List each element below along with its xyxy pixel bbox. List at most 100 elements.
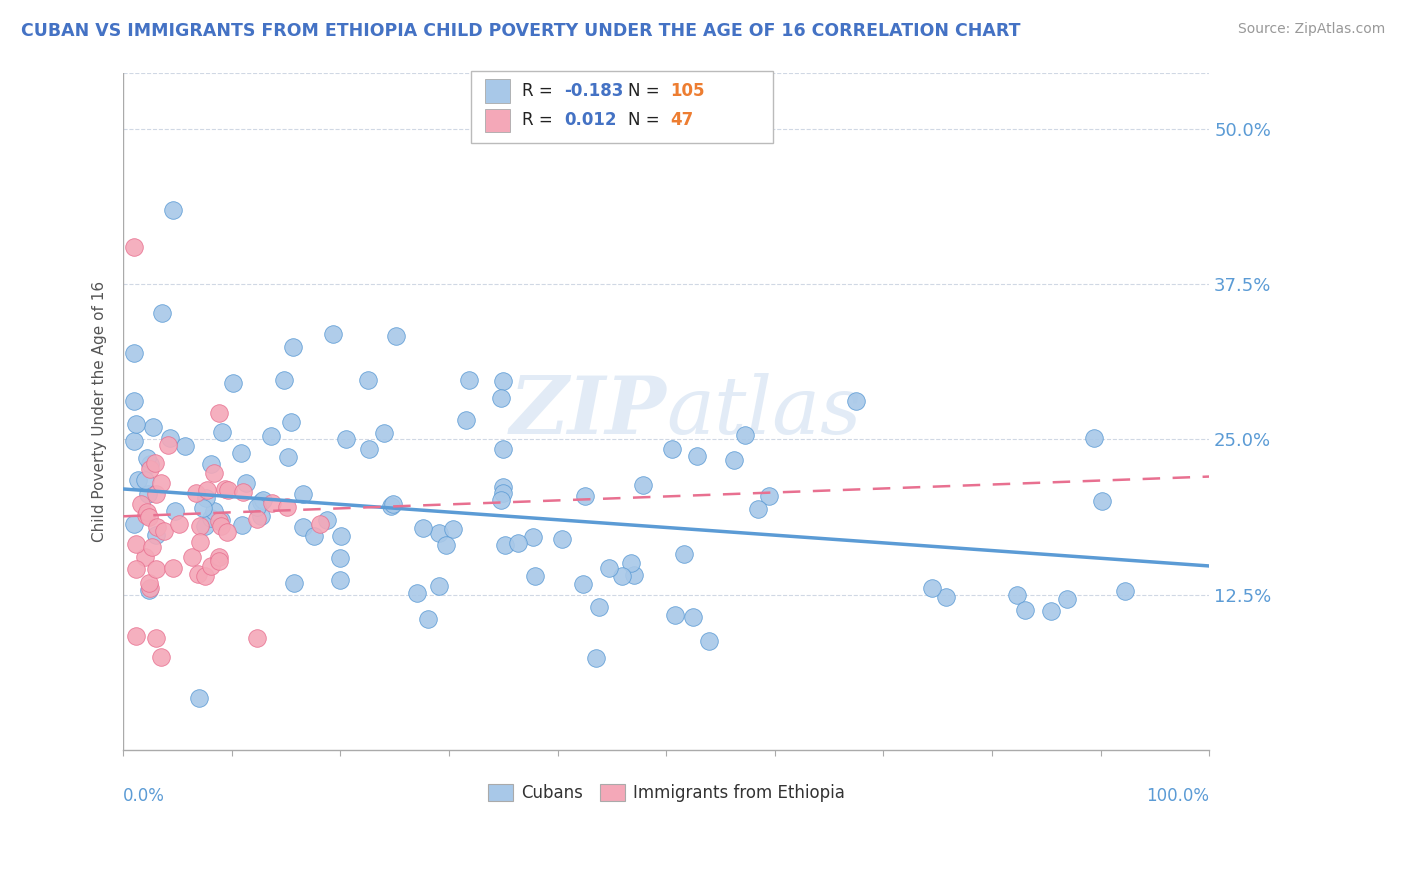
Point bbox=[122, 517, 145, 532]
Point bbox=[574, 489, 596, 503]
Point bbox=[184, 485, 207, 500]
Point bbox=[193, 501, 215, 516]
Y-axis label: Child Poverty Under the Age of 16: Child Poverty Under the Age of 16 bbox=[93, 281, 107, 542]
Point bbox=[631, 478, 654, 492]
Point bbox=[150, 649, 173, 664]
Point bbox=[188, 519, 211, 533]
Point bbox=[585, 650, 607, 665]
Point bbox=[359, 442, 381, 457]
Point bbox=[1056, 592, 1078, 607]
Point bbox=[174, 439, 197, 453]
Point bbox=[723, 453, 745, 467]
Point bbox=[122, 346, 145, 360]
Point bbox=[136, 486, 159, 500]
Point bbox=[245, 512, 267, 526]
Point bbox=[588, 600, 610, 615]
Point bbox=[623, 568, 645, 582]
Point bbox=[217, 483, 239, 497]
Point bbox=[187, 690, 209, 705]
Point bbox=[127, 473, 149, 487]
Point bbox=[610, 568, 633, 582]
Point bbox=[758, 489, 780, 503]
Point bbox=[143, 457, 166, 471]
Point bbox=[935, 590, 957, 604]
Point bbox=[418, 612, 440, 626]
Point bbox=[125, 561, 148, 575]
Point bbox=[734, 428, 756, 442]
Point bbox=[1005, 588, 1028, 602]
Point bbox=[381, 497, 404, 511]
Point bbox=[215, 525, 238, 540]
Point bbox=[522, 530, 544, 544]
Point bbox=[283, 575, 305, 590]
Point bbox=[163, 504, 186, 518]
Point bbox=[202, 503, 225, 517]
Point bbox=[491, 493, 513, 508]
Point bbox=[747, 502, 769, 516]
Point bbox=[136, 505, 159, 519]
Point bbox=[162, 561, 184, 575]
Point bbox=[153, 524, 176, 539]
Point bbox=[150, 476, 173, 491]
Point bbox=[276, 500, 298, 514]
Point bbox=[357, 373, 380, 387]
Point bbox=[235, 476, 257, 491]
Point bbox=[550, 532, 572, 546]
Point bbox=[441, 523, 464, 537]
Point bbox=[194, 491, 217, 506]
Point bbox=[277, 450, 299, 464]
Point bbox=[281, 340, 304, 354]
Point bbox=[209, 513, 232, 527]
Point bbox=[200, 458, 222, 472]
Point bbox=[138, 509, 160, 524]
Point bbox=[619, 556, 641, 570]
Legend: Cubans, Immigrants from Ethiopia: Cubans, Immigrants from Ethiopia bbox=[481, 778, 852, 809]
Point bbox=[187, 566, 209, 581]
Point bbox=[138, 576, 160, 591]
Point bbox=[492, 485, 515, 500]
Point bbox=[125, 629, 148, 643]
Point bbox=[291, 487, 314, 501]
Point bbox=[145, 528, 167, 542]
Point bbox=[122, 434, 145, 449]
Point bbox=[661, 442, 683, 456]
Point bbox=[167, 516, 190, 531]
Point bbox=[122, 240, 145, 254]
Point bbox=[322, 326, 344, 341]
Point bbox=[844, 394, 866, 409]
Point bbox=[1014, 603, 1036, 617]
Point bbox=[506, 536, 529, 550]
Point bbox=[412, 521, 434, 535]
Point bbox=[492, 374, 515, 388]
Point bbox=[921, 581, 943, 595]
Point bbox=[292, 520, 315, 534]
Point bbox=[524, 569, 547, 583]
Point bbox=[145, 562, 167, 576]
Text: 100.0%: 100.0% bbox=[1146, 787, 1209, 805]
Point bbox=[232, 485, 254, 500]
Point bbox=[139, 458, 162, 472]
Point bbox=[159, 431, 181, 445]
Point bbox=[202, 466, 225, 480]
Point bbox=[316, 513, 339, 527]
Point bbox=[180, 550, 202, 565]
Point bbox=[231, 517, 253, 532]
Point bbox=[373, 426, 395, 441]
Point bbox=[672, 547, 695, 561]
Point bbox=[125, 417, 148, 432]
Point bbox=[1040, 604, 1063, 618]
Point bbox=[145, 631, 167, 645]
Point bbox=[492, 480, 515, 494]
Point bbox=[139, 582, 162, 596]
Point bbox=[150, 306, 173, 320]
Text: R =: R = bbox=[522, 82, 553, 100]
Point bbox=[309, 516, 332, 531]
Point bbox=[572, 576, 595, 591]
Point bbox=[208, 549, 231, 564]
Point bbox=[682, 610, 704, 624]
Point bbox=[134, 508, 156, 523]
Point bbox=[209, 519, 232, 533]
Point bbox=[139, 461, 162, 475]
Point bbox=[142, 420, 165, 434]
Point bbox=[280, 415, 302, 429]
